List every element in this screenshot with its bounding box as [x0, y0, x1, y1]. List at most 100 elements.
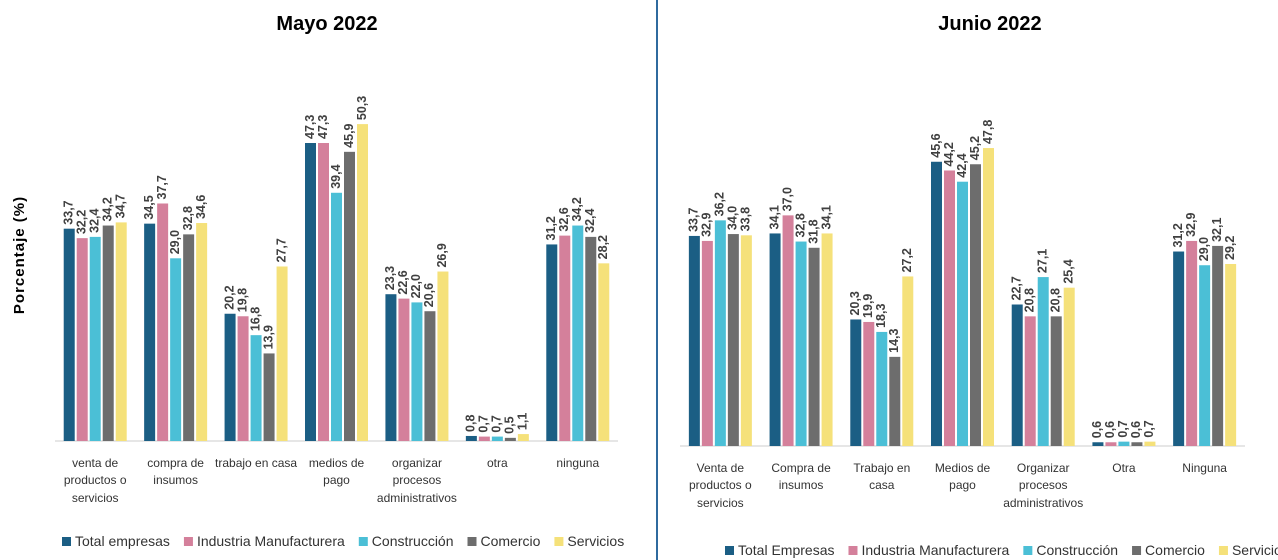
bar — [102, 225, 114, 441]
bar — [546, 244, 558, 441]
value-label: 32,4 — [88, 209, 102, 233]
chart-title: Mayo 2022 — [276, 13, 377, 35]
value-label: 29,0 — [168, 230, 182, 254]
bar — [1199, 265, 1211, 446]
bar — [931, 161, 942, 446]
bar — [344, 151, 355, 441]
bar — [305, 143, 316, 441]
bar — [517, 434, 529, 441]
value-label: 18,3 — [874, 304, 888, 328]
bar — [196, 223, 208, 441]
bar — [157, 203, 169, 441]
value-label: 32,8 — [793, 213, 807, 237]
legend-swatch — [1023, 546, 1033, 555]
value-label: 27,2 — [900, 248, 914, 272]
value-label: 34,7 — [114, 194, 128, 218]
legend-label: Industria Manufacturera — [197, 533, 345, 549]
bar — [250, 335, 262, 441]
bar — [598, 263, 610, 441]
x-tick-label: Medios de pago — [934, 461, 991, 493]
legend-swatch — [183, 537, 193, 546]
legend-swatch — [358, 537, 368, 546]
value-label: 1,1 — [516, 413, 530, 430]
legend-label: Servicios — [567, 533, 624, 549]
bar — [144, 223, 156, 441]
chart-title: Junio 2022 — [938, 13, 1041, 35]
legend-label: Construcción — [1036, 542, 1118, 558]
value-label: 37,0 — [780, 187, 794, 211]
bar — [714, 220, 726, 446]
x-tick-label: Compra de insumos — [771, 461, 831, 493]
bar — [89, 236, 101, 441]
value-label: 34,1 — [767, 205, 781, 229]
value-label: 22,0 — [409, 274, 423, 298]
bar — [769, 233, 781, 446]
bar — [876, 331, 888, 446]
value-label: 22,6 — [396, 270, 410, 294]
value-label: 32,8 — [181, 206, 195, 230]
x-tick-label: Otra — [1112, 461, 1136, 475]
bar — [983, 148, 994, 446]
value-label: 31,2 — [544, 216, 558, 240]
value-label: 32,6 — [557, 207, 571, 231]
bar — [1186, 240, 1198, 446]
x-tick-label: venta de productos o servicios — [63, 456, 127, 505]
bar — [902, 276, 914, 446]
value-label: 13,9 — [261, 325, 275, 349]
bar — [76, 238, 88, 441]
value-label: 33,7 — [62, 200, 76, 224]
bar — [957, 181, 968, 446]
bar — [1173, 251, 1185, 446]
value-label: 0,7 — [477, 415, 491, 432]
bar — [1131, 442, 1143, 446]
value-label: 20,6 — [422, 283, 436, 307]
bar — [465, 435, 477, 441]
bar — [357, 124, 368, 442]
value-label: 47,3 — [303, 115, 317, 139]
value-label: 32,2 — [75, 210, 89, 234]
value-label: 20,3 — [848, 291, 862, 315]
bar — [1118, 441, 1130, 446]
x-tick-label: compra de insumos — [147, 456, 204, 488]
legend-swatch — [848, 546, 858, 555]
bar — [782, 215, 794, 446]
bar — [944, 170, 955, 446]
bar — [795, 241, 807, 446]
bar — [331, 192, 342, 441]
y-axis-label: Porcentaje (%) — [11, 196, 28, 314]
bar — [398, 298, 410, 441]
value-label: 20,2 — [222, 285, 236, 309]
value-label: 44,2 — [942, 142, 956, 166]
value-label: 32,1 — [1210, 218, 1224, 242]
value-label: 33,8 — [739, 207, 753, 231]
value-label: 16,8 — [248, 307, 262, 331]
bar — [1063, 287, 1075, 446]
bar — [701, 240, 713, 446]
bar — [889, 356, 901, 446]
x-tick-label: organizar procesos administrativos — [376, 456, 457, 505]
value-label: 23,3 — [383, 266, 397, 290]
bar — [115, 222, 127, 441]
value-label: 31,8 — [806, 219, 820, 243]
bar — [424, 311, 436, 441]
value-label: 22,7 — [1010, 276, 1024, 300]
value-label: 29,0 — [1197, 237, 1211, 261]
bar — [821, 233, 833, 446]
value-label: 28,2 — [596, 235, 610, 259]
value-label: 36,2 — [713, 192, 727, 216]
value-label: 42,4 — [955, 153, 969, 177]
bar — [224, 313, 236, 441]
bar — [1050, 316, 1062, 446]
bar — [727, 234, 739, 446]
value-label: 0,7 — [490, 415, 504, 432]
bar — [1144, 441, 1156, 446]
value-label: 47,3 — [316, 115, 330, 139]
bar — [1105, 442, 1117, 446]
bar — [237, 316, 249, 441]
value-label: 19,8 — [235, 288, 249, 312]
bar — [263, 353, 275, 441]
legend-swatch — [554, 537, 564, 546]
value-label: 47,8 — [981, 120, 995, 144]
value-label: 0,8 — [464, 415, 478, 432]
